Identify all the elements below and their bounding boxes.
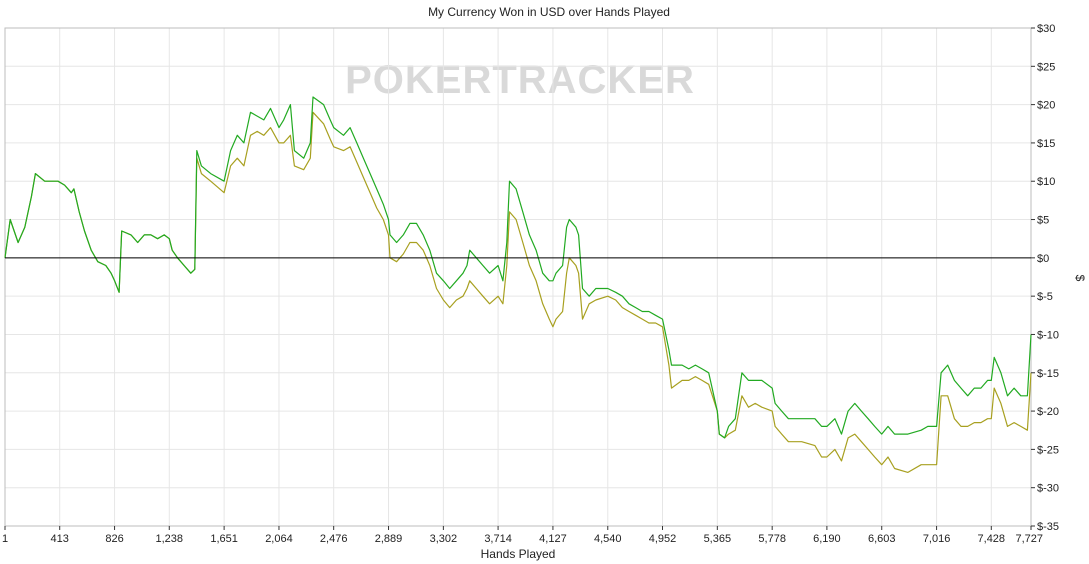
y-tick-label: $-5 xyxy=(1037,291,1053,303)
x-tick-label: 2,476 xyxy=(320,533,348,545)
y-tick-label: $-30 xyxy=(1037,483,1059,495)
x-tick-label: 3,302 xyxy=(430,533,458,545)
y-tick-label: $20 xyxy=(1037,100,1055,112)
x-tick-label: 2,889 xyxy=(375,533,403,545)
series-2-line xyxy=(4,111,1032,473)
x-tick-label: 1,238 xyxy=(156,533,184,545)
y-tick-label: $15 xyxy=(1037,138,1055,150)
x-tick-label: 7,727 xyxy=(1015,533,1043,545)
y-tick-label: $-10 xyxy=(1037,329,1059,341)
x-tick-label: 6,603 xyxy=(868,533,896,545)
x-tick-label: 5,365 xyxy=(704,533,732,545)
y-tick-label: $5 xyxy=(1037,215,1049,227)
y-tick-label: $0 xyxy=(1037,253,1049,265)
x-tick-label: 826 xyxy=(105,533,123,545)
x-tick-label: 1,651 xyxy=(210,533,238,545)
chart-title: My Currency Won in USD over Hands Played xyxy=(428,5,670,19)
x-tick-label: 7,016 xyxy=(923,533,951,545)
series-layer xyxy=(4,96,1032,473)
x-tick-label: 4,540 xyxy=(594,533,622,545)
x-tick-label: 1 xyxy=(2,533,8,545)
y-tick-label: $-35 xyxy=(1037,521,1059,533)
x-tick-label: 7,428 xyxy=(978,533,1006,545)
gridlines xyxy=(4,27,1032,527)
series-1-line xyxy=(4,96,1032,439)
y-tick-label: $-20 xyxy=(1037,406,1059,418)
x-tick-label: 6,190 xyxy=(813,533,841,545)
y-tick-label: $-15 xyxy=(1037,368,1059,380)
x-tick-label: 2,064 xyxy=(265,533,293,545)
watermark: POKERTRACKER xyxy=(345,58,695,102)
y-axis: $30 $25 $20 $15 $10 $5 $0 $-5 $-10 $-15 $-20 $-25 $-… xyxy=(1031,23,1059,533)
x-tick-label: 3,714 xyxy=(484,533,512,545)
plot-area xyxy=(4,27,1032,527)
y-tick-label: $30 xyxy=(1037,23,1055,35)
x-tick-label: 5,778 xyxy=(758,533,786,545)
x-tick-label: 413 xyxy=(51,533,69,545)
y-tick-label: $10 xyxy=(1037,176,1055,188)
y-tick-label: $25 xyxy=(1037,61,1055,73)
x-tick-label: 4,952 xyxy=(649,533,677,545)
x-axis-label: Hands Played xyxy=(481,547,556,561)
y-tick-label: $-25 xyxy=(1037,444,1059,456)
x-tick-label: 4,127 xyxy=(539,533,567,545)
x-axis: 1 413 826 1,238 1,651 2,064 2,476 2,889 3,302 3,7… xyxy=(2,526,1043,545)
y-axis-label: $ xyxy=(1073,275,1087,282)
